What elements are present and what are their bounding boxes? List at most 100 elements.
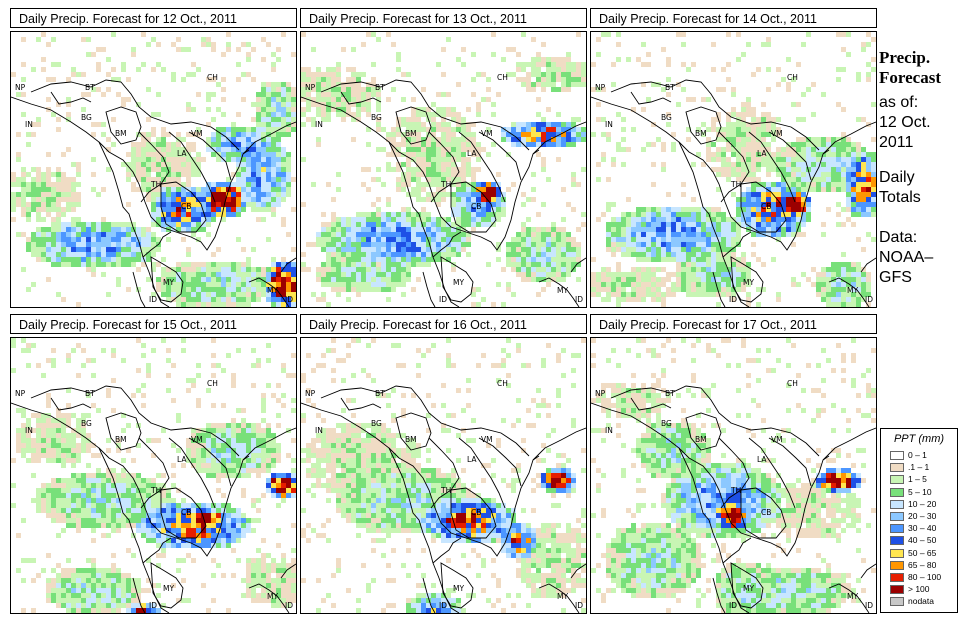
coastline: [712, 271, 726, 307]
country-border: [440, 256, 474, 303]
country-border: [450, 181, 497, 233]
country-label: CH: [207, 73, 218, 82]
country-border: [168, 131, 216, 203]
country-label: TH: [150, 486, 161, 495]
country-border: [740, 181, 787, 233]
country-label: TH: [150, 180, 161, 189]
country-border: [188, 131, 232, 181]
country-label: CB: [181, 202, 191, 211]
coastline: [11, 402, 170, 613]
country-border: [105, 412, 142, 451]
country-label: ID: [575, 601, 583, 610]
panel-title: Daily Precip. Forecast for 14 Oct., 2011: [590, 8, 877, 28]
coastline: [860, 257, 876, 273]
country-label: LA: [757, 455, 767, 464]
precip-cells: [591, 32, 876, 307]
country-label: BM: [405, 435, 417, 444]
precip-cells: [301, 338, 586, 613]
country-border: [30, 79, 240, 151]
country-label: BG: [661, 113, 672, 122]
side-title-line2: Forecast: [879, 68, 941, 87]
panel-title: Daily Precip. Forecast for 17 Oct., 2011: [590, 314, 877, 334]
precip-map-svg: NP BT IN BG BM CH VM LA TH CB MY ID MY ID: [301, 338, 586, 613]
country-label: ID: [865, 295, 873, 304]
country-label: ID: [149, 601, 157, 610]
coastline: [388, 447, 540, 557]
country-label: TH: [730, 486, 741, 495]
country-label: CB: [471, 202, 481, 211]
legend-title: PPT (mm): [893, 433, 945, 445]
coastline: [280, 563, 296, 579]
country-border: [138, 437, 170, 509]
precip-map-svg: NP BT IN BG BM CH VM LA TH CB MY ID MY ID: [591, 32, 876, 307]
totals-label: Totals: [879, 189, 921, 206]
country-border: [718, 437, 750, 509]
country-label: MY: [557, 286, 568, 295]
country-border: [478, 437, 522, 487]
country-label: VM: [481, 129, 493, 138]
country-label: LA: [467, 455, 477, 464]
country-label: VM: [771, 435, 783, 444]
daily-label: Daily: [879, 169, 915, 186]
country-label: BM: [695, 435, 707, 444]
country-border: [50, 91, 92, 105]
country-label: MY: [453, 278, 464, 287]
country-label: MY: [267, 592, 278, 601]
country-label: VM: [771, 129, 783, 138]
coastline: [248, 583, 290, 613]
country-border: [395, 412, 432, 451]
asof-date1: 12 Oct.: [879, 114, 931, 131]
legend-swatch: [890, 597, 904, 607]
country-label: IN: [315, 120, 323, 129]
country-label: NP: [15, 389, 26, 398]
coastline: [722, 537, 752, 564]
country-label: MY: [557, 592, 568, 601]
precip-map: NP BT IN BG BM CH VM LA TH CB MY ID MY ID: [10, 337, 297, 614]
country-border: [320, 79, 530, 151]
coastline: [242, 427, 296, 461]
country-label: IN: [25, 426, 33, 435]
coastline: [860, 563, 876, 579]
legend-label: nodata: [908, 596, 934, 607]
precip-map: NP BT IN BG BM CH VM LA TH CB MY ID MY ID: [300, 337, 587, 614]
country-border: [768, 131, 812, 181]
country-border: [160, 487, 207, 539]
country-border: [340, 91, 382, 105]
country-label: BT: [665, 83, 675, 92]
data-source-gfs: GFS: [879, 269, 912, 286]
country-label: VM: [191, 129, 203, 138]
country-border: [685, 412, 722, 451]
data-source-noaa: NOAA–: [879, 249, 934, 266]
country-label: LA: [467, 149, 477, 158]
country-label: ID: [439, 295, 447, 304]
country-label: ID: [285, 295, 293, 304]
country-border: [428, 437, 460, 509]
precip-map: NP BT IN BG BM CH VM LA TH CB MY ID MY ID: [590, 31, 877, 308]
country-label: ID: [729, 601, 737, 610]
precip-map-svg: NP BT IN BG BM CH VM LA TH CB MY ID MY ID: [301, 32, 586, 307]
country-label: BT: [375, 83, 385, 92]
legend-label: 40 – 50: [908, 535, 937, 546]
legend-label: 0 – 1: [908, 450, 927, 460]
country-label: ID: [575, 295, 583, 304]
country-border: [630, 397, 672, 411]
legend-label: 10 – 20: [908, 498, 937, 509]
coastline: [422, 271, 436, 307]
coastline: [132, 271, 146, 307]
country-border: [458, 131, 506, 203]
country-border: [105, 106, 142, 145]
coastline: [132, 577, 146, 613]
legend-swatch: [890, 560, 904, 570]
country-border: [440, 562, 474, 609]
country-label: BM: [695, 129, 707, 138]
coastline: [722, 231, 752, 258]
country-border: [150, 562, 184, 609]
country-border: [458, 437, 506, 509]
coastline: [280, 257, 296, 273]
country-label: CB: [761, 202, 771, 211]
country-label: TH: [440, 180, 451, 189]
country-border: [730, 562, 764, 609]
country-label: IN: [605, 426, 613, 435]
country-label: CH: [207, 379, 218, 388]
